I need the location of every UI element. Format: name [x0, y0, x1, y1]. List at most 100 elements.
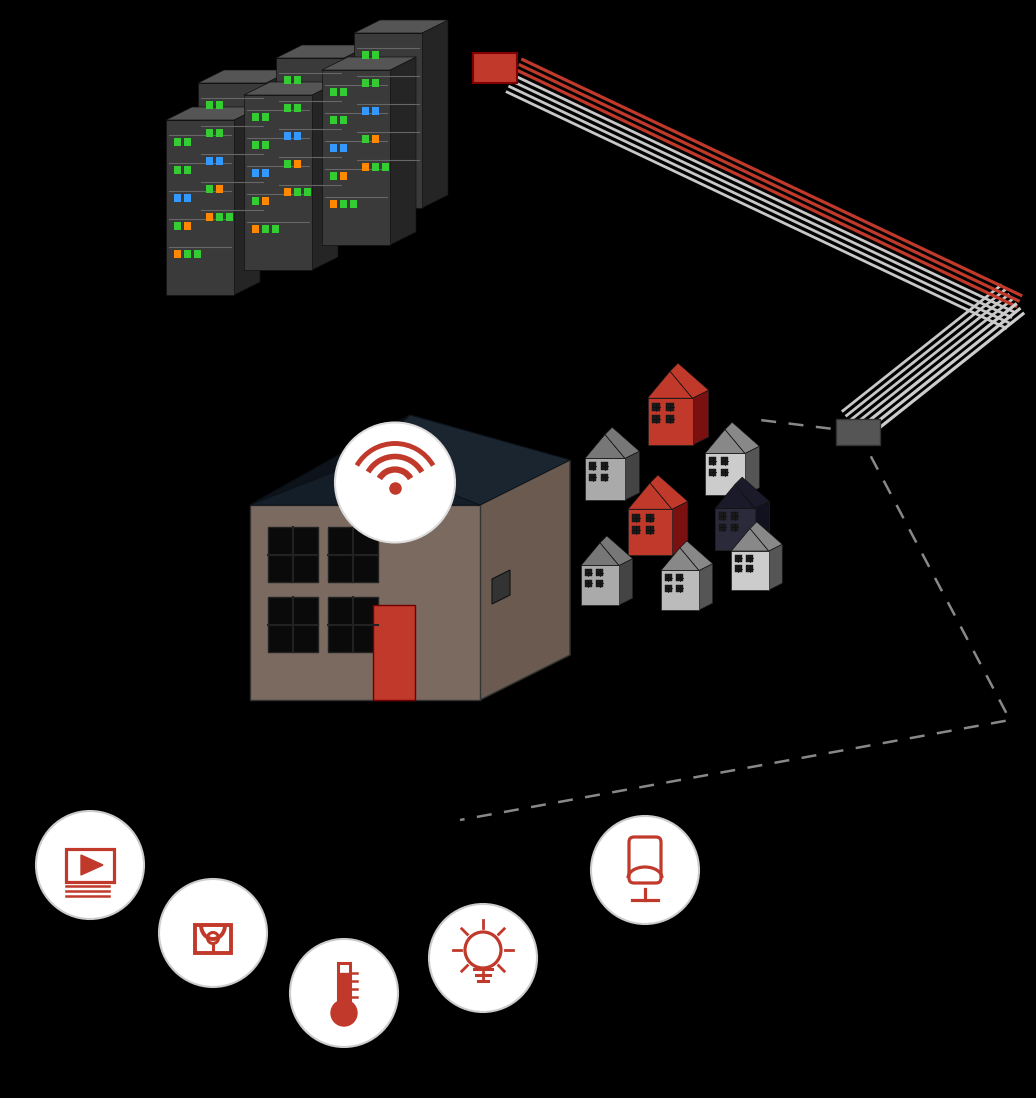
- Polygon shape: [215, 213, 223, 221]
- Polygon shape: [589, 462, 596, 470]
- Polygon shape: [699, 563, 713, 610]
- Polygon shape: [350, 200, 357, 208]
- Polygon shape: [266, 70, 292, 258]
- Polygon shape: [206, 101, 213, 109]
- Polygon shape: [382, 163, 388, 171]
- Polygon shape: [294, 132, 301, 141]
- Polygon shape: [372, 79, 379, 87]
- Polygon shape: [715, 484, 755, 508]
- Polygon shape: [262, 113, 269, 121]
- Polygon shape: [661, 571, 699, 610]
- Polygon shape: [276, 45, 370, 58]
- Polygon shape: [422, 20, 448, 208]
- Circle shape: [290, 939, 398, 1047]
- Polygon shape: [174, 138, 181, 146]
- Polygon shape: [184, 222, 191, 229]
- Polygon shape: [226, 213, 233, 221]
- Polygon shape: [252, 197, 259, 205]
- Polygon shape: [362, 79, 369, 87]
- Polygon shape: [600, 536, 633, 565]
- Polygon shape: [625, 451, 639, 500]
- Polygon shape: [328, 597, 378, 652]
- Polygon shape: [692, 390, 709, 445]
- Polygon shape: [294, 160, 301, 168]
- Polygon shape: [184, 138, 191, 146]
- Polygon shape: [340, 200, 347, 208]
- Polygon shape: [719, 524, 726, 530]
- Polygon shape: [284, 104, 291, 112]
- Polygon shape: [661, 548, 699, 571]
- Polygon shape: [174, 166, 181, 173]
- Polygon shape: [372, 163, 379, 171]
- Polygon shape: [706, 429, 745, 453]
- Polygon shape: [215, 157, 223, 165]
- Polygon shape: [601, 462, 608, 470]
- Polygon shape: [252, 225, 259, 233]
- Polygon shape: [322, 70, 390, 245]
- Polygon shape: [284, 132, 291, 141]
- Polygon shape: [215, 128, 223, 137]
- Polygon shape: [585, 435, 625, 458]
- Polygon shape: [215, 184, 223, 193]
- Polygon shape: [184, 194, 191, 202]
- Polygon shape: [268, 597, 318, 652]
- Polygon shape: [665, 403, 673, 411]
- Polygon shape: [198, 83, 266, 258]
- Polygon shape: [584, 569, 592, 576]
- Polygon shape: [206, 184, 213, 193]
- Polygon shape: [719, 513, 726, 519]
- Polygon shape: [650, 475, 688, 509]
- Polygon shape: [284, 188, 291, 197]
- Polygon shape: [354, 33, 422, 208]
- Polygon shape: [250, 505, 480, 701]
- Polygon shape: [81, 855, 103, 875]
- Polygon shape: [262, 225, 269, 233]
- Polygon shape: [584, 580, 592, 586]
- Polygon shape: [652, 403, 660, 411]
- Polygon shape: [670, 363, 709, 399]
- Polygon shape: [473, 53, 517, 83]
- Circle shape: [335, 423, 455, 542]
- Polygon shape: [322, 57, 416, 70]
- Polygon shape: [244, 96, 312, 270]
- Polygon shape: [731, 524, 739, 530]
- Polygon shape: [645, 526, 654, 534]
- Polygon shape: [372, 107, 379, 115]
- Polygon shape: [294, 104, 301, 112]
- Circle shape: [36, 811, 144, 919]
- Polygon shape: [250, 415, 480, 505]
- Polygon shape: [632, 526, 640, 534]
- Polygon shape: [294, 76, 301, 85]
- Polygon shape: [652, 415, 660, 424]
- Polygon shape: [372, 135, 379, 143]
- Polygon shape: [340, 116, 347, 124]
- Polygon shape: [330, 116, 337, 124]
- Polygon shape: [706, 453, 745, 495]
- Polygon shape: [206, 128, 213, 137]
- Polygon shape: [262, 197, 269, 205]
- Polygon shape: [605, 427, 639, 458]
- Polygon shape: [372, 51, 379, 59]
- Polygon shape: [836, 419, 880, 445]
- Polygon shape: [252, 169, 259, 177]
- Polygon shape: [373, 605, 415, 701]
- Circle shape: [330, 1000, 357, 1026]
- Polygon shape: [174, 222, 181, 229]
- Polygon shape: [206, 213, 213, 221]
- Polygon shape: [184, 166, 191, 173]
- Polygon shape: [340, 973, 348, 1001]
- Circle shape: [159, 879, 267, 987]
- Polygon shape: [390, 57, 416, 245]
- Polygon shape: [284, 76, 291, 85]
- Polygon shape: [362, 135, 369, 143]
- Polygon shape: [721, 458, 728, 464]
- Polygon shape: [174, 194, 181, 202]
- Polygon shape: [746, 565, 753, 572]
- Polygon shape: [628, 509, 672, 554]
- Polygon shape: [194, 250, 201, 258]
- Polygon shape: [601, 473, 608, 481]
- Polygon shape: [632, 514, 640, 522]
- Polygon shape: [362, 51, 369, 59]
- Polygon shape: [328, 527, 378, 582]
- Polygon shape: [680, 541, 713, 571]
